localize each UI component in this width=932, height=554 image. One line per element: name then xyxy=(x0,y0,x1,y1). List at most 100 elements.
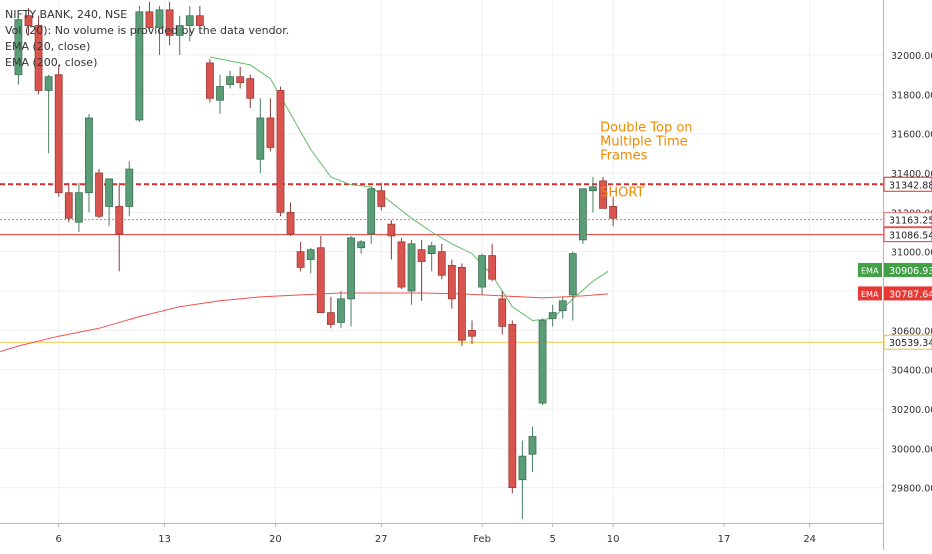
candle[interactable] xyxy=(54,74,63,194)
ema-name-label: EMA xyxy=(861,266,879,275)
candle[interactable] xyxy=(165,9,174,36)
candle[interactable] xyxy=(377,190,386,207)
candle[interactable] xyxy=(195,15,204,26)
annotation-text: Multiple Time xyxy=(600,135,688,150)
y-tick-label: 30600.00 xyxy=(891,326,932,337)
candle[interactable] xyxy=(458,266,466,341)
candle[interactable] xyxy=(397,241,406,288)
candle[interactable] xyxy=(206,62,214,99)
candle[interactable] xyxy=(266,117,275,148)
candle[interactable] xyxy=(488,255,497,280)
candle[interactable] xyxy=(558,300,567,312)
y-tick-label: 31400.00 xyxy=(891,169,932,180)
y-tick-label: 31800.00 xyxy=(891,90,932,101)
candle[interactable] xyxy=(568,253,577,296)
candle[interactable] xyxy=(256,117,265,160)
candle[interactable] xyxy=(105,178,114,207)
candle[interactable] xyxy=(387,223,396,237)
candle[interactable] xyxy=(357,241,366,249)
y-tick-label: 29800.00 xyxy=(891,484,932,495)
x-tick-label: 17 xyxy=(718,534,731,545)
candle[interactable] xyxy=(135,11,144,121)
candle[interactable] xyxy=(95,172,103,217)
candle[interactable] xyxy=(24,15,33,26)
candle[interactable] xyxy=(538,320,547,404)
candle[interactable] xyxy=(589,186,597,192)
x-tick-label: 13 xyxy=(158,534,171,545)
ema-price-label: 30787.64 xyxy=(889,289,932,300)
level-price-label: 30539.34 xyxy=(889,338,932,349)
candle[interactable] xyxy=(276,90,285,213)
candle[interactable] xyxy=(367,188,376,235)
x-tick-label: 5 xyxy=(549,534,555,545)
candle[interactable] xyxy=(578,188,587,241)
candle[interactable] xyxy=(64,192,73,219)
candle[interactable] xyxy=(145,11,154,28)
level-price-label: 31163.25 xyxy=(889,216,932,227)
x-tick-label: 6 xyxy=(56,534,62,545)
candle[interactable] xyxy=(427,245,436,255)
candle[interactable] xyxy=(337,298,345,323)
candle[interactable] xyxy=(14,19,23,76)
candle[interactable] xyxy=(447,265,456,300)
annotation-text: Double Top on xyxy=(600,121,692,136)
candle[interactable] xyxy=(417,249,426,262)
ema-name-tag xyxy=(858,262,882,277)
candle[interactable] xyxy=(185,15,194,26)
candle[interactable] xyxy=(528,436,537,455)
candle[interactable] xyxy=(85,117,93,194)
candle[interactable] xyxy=(518,455,527,481)
candle[interactable] xyxy=(296,251,305,268)
candle[interactable] xyxy=(347,237,355,300)
candle[interactable] xyxy=(74,192,83,223)
candle[interactable] xyxy=(437,251,446,276)
candle[interactable] xyxy=(548,312,557,319)
candle[interactable] xyxy=(498,298,507,327)
candle[interactable] xyxy=(236,76,245,83)
ema-name-tag xyxy=(858,286,882,301)
ema200-line[interactable] xyxy=(0,292,609,360)
ema-price-tag xyxy=(884,262,932,277)
x-tick-label: 27 xyxy=(375,534,388,545)
level-price-tag xyxy=(883,227,932,243)
y-tick-label: 30000.00 xyxy=(891,444,932,455)
candle[interactable] xyxy=(468,329,476,337)
candle[interactable] xyxy=(407,243,416,292)
symbol-title: NIFTY BANK, 240, NSE xyxy=(5,8,128,21)
candle[interactable] xyxy=(115,206,124,235)
candle[interactable] xyxy=(609,206,618,219)
candle[interactable] xyxy=(226,76,234,85)
legend-ema20: EMA (20, close) xyxy=(5,40,91,53)
candle[interactable] xyxy=(246,78,255,99)
candle[interactable] xyxy=(306,249,315,260)
candle[interactable] xyxy=(326,312,335,325)
level-price-tag xyxy=(883,212,932,228)
x-tick-label: 24 xyxy=(803,534,816,545)
candle[interactable] xyxy=(155,9,164,28)
x-tick-label: Feb xyxy=(473,534,491,545)
candle[interactable] xyxy=(216,86,224,101)
candle[interactable] xyxy=(34,25,43,91)
candle[interactable] xyxy=(125,168,134,207)
ema-price-label: 30906.93 xyxy=(889,266,932,277)
candle[interactable] xyxy=(175,25,184,36)
y-tick-label: 31000.00 xyxy=(891,248,932,259)
level-price-tag xyxy=(883,334,932,350)
y-tick-label: 32000.00 xyxy=(891,51,932,62)
annotation-text: SHORT xyxy=(600,186,644,201)
candle[interactable] xyxy=(316,247,325,314)
chart-legend: NIFTY BANK, 240, NSE Vol (20): No volume… xyxy=(5,7,289,71)
x-tick-label: 10 xyxy=(607,534,620,545)
y-tick-label: 30400.00 xyxy=(891,366,932,377)
candle[interactable] xyxy=(478,255,486,288)
candle[interactable] xyxy=(508,324,517,489)
candle[interactable] xyxy=(599,180,607,209)
ema-name-label: EMA xyxy=(861,290,879,299)
legend-volume: Vol (20): No volume is provided by the d… xyxy=(5,24,290,37)
candle[interactable] xyxy=(286,211,295,235)
y-tick-label: 31600.00 xyxy=(891,130,932,141)
legend-ema200: EMA (200, close) xyxy=(5,56,98,69)
candle[interactable] xyxy=(44,76,53,91)
